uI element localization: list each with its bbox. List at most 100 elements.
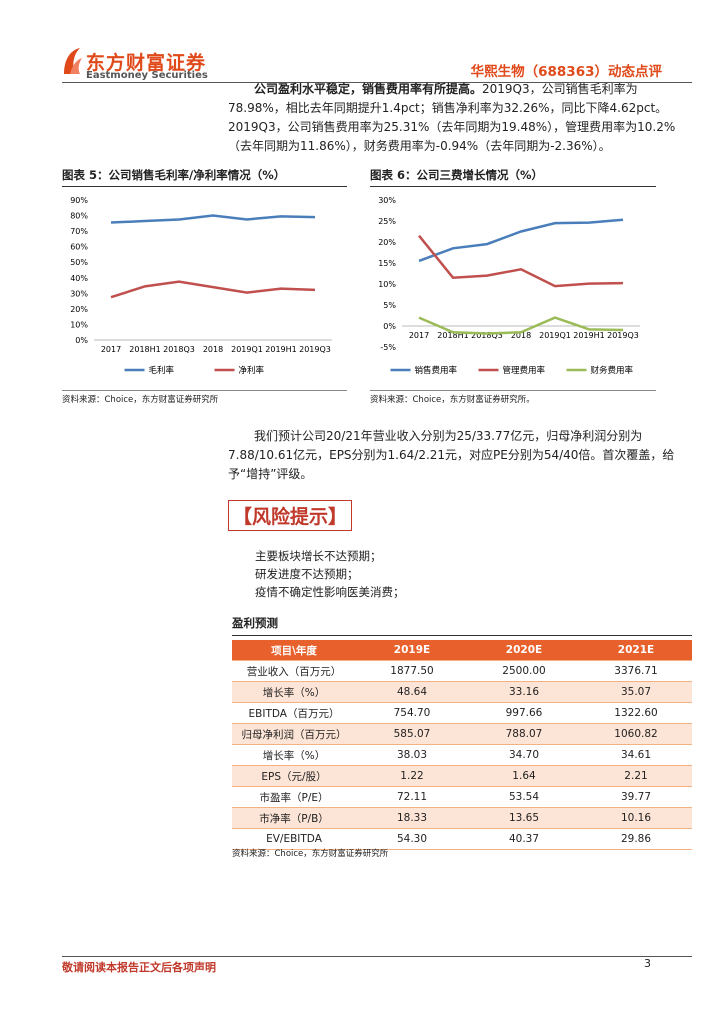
cell: EPS（元/股） bbox=[232, 765, 356, 787]
cell: 1060.82 bbox=[580, 723, 692, 745]
report-title: 华熙生物（688363）动态点评 bbox=[470, 64, 662, 80]
cell: 1877.50 bbox=[356, 660, 468, 682]
footer-rule bbox=[62, 956, 692, 957]
table-title: 盈利预测 bbox=[232, 615, 692, 636]
y-tick-label: 60% bbox=[70, 243, 88, 252]
table: 项目\年度 2019E 2020E 2021E 营业收入（百万元） 1877.50 2500… bbox=[232, 640, 692, 850]
cell: 市净率（P/B） bbox=[232, 807, 356, 829]
legend-label: 管理费用率 bbox=[503, 365, 546, 376]
y-tick-label: 25% bbox=[378, 217, 396, 226]
cell: 2500.00 bbox=[468, 660, 580, 682]
source: 资料来源：Choice，东方财富证券研究所 bbox=[62, 390, 347, 405]
paragraph: 我们预计公司20/21年营业收入分别为25/33.77亿元，归母净利润分别为7.… bbox=[228, 429, 675, 481]
line-series bbox=[110, 214, 316, 224]
y-tick-label: 80% bbox=[70, 212, 88, 221]
table-row: EV/EBITDA 54.30 40.37 29.86 bbox=[232, 828, 692, 850]
y-tick-label: 0% bbox=[383, 322, 396, 331]
brand-en: Eastmoney Securities bbox=[86, 70, 208, 81]
header-cell: 2021E bbox=[580, 640, 692, 661]
header-row: 项目\年度 2019E 2020E 2021E bbox=[232, 640, 692, 661]
cell: 35.07 bbox=[580, 681, 692, 703]
y-tick-label: 70% bbox=[70, 227, 88, 236]
cell: 2.21 bbox=[580, 765, 692, 787]
legend-label: 财务费用率 bbox=[591, 365, 634, 376]
cell: 增长率（%） bbox=[232, 744, 356, 766]
y-tick-label: 10% bbox=[70, 320, 88, 329]
y-tick-label: 20% bbox=[70, 305, 88, 314]
header-cell: 项目\年度 bbox=[232, 640, 356, 661]
y-tick-label: 0% bbox=[75, 336, 88, 345]
table-row: 营业收入（百万元） 1877.50 2500.00 3376.71 bbox=[232, 660, 692, 682]
x-tick-label: 2019H1 bbox=[573, 331, 604, 340]
chart-title: 图表 6：公司三费增长情况（%） bbox=[370, 167, 656, 187]
table-row: 归母净利润（百万元） 585.07 788.07 1060.82 bbox=[232, 723, 692, 745]
cell: 48.64 bbox=[356, 681, 468, 703]
cell: 33.16 bbox=[468, 681, 580, 703]
y-tick-label: 40% bbox=[70, 274, 88, 283]
cell: EV/EBITDA bbox=[232, 828, 356, 850]
line-series bbox=[418, 316, 624, 335]
x-tick-label: 2018 bbox=[511, 331, 531, 340]
cell: 市盈率（P/E） bbox=[232, 786, 356, 808]
logo-icon bbox=[64, 48, 82, 74]
table-row: 增长率（%） 48.64 33.16 35.07 bbox=[232, 681, 692, 703]
risk-title: 【风险提示】 bbox=[228, 500, 353, 531]
table-row: 市净率（P/B） 18.33 13.65 10.16 bbox=[232, 807, 692, 829]
cell: 40.37 bbox=[468, 828, 580, 850]
y-tick-label: -5% bbox=[380, 343, 396, 352]
risk-list: 主要板块增长不达预期； 研发进度不达预期； 疫情不确定性影响医美消费； bbox=[255, 547, 405, 601]
cell: 54.30 bbox=[356, 828, 468, 850]
source: 资料来源：Choice，东方财富证券研究所。 bbox=[370, 390, 656, 405]
cell: 18.33 bbox=[356, 807, 468, 829]
cell: 13.65 bbox=[468, 807, 580, 829]
cell: 增长率（%） bbox=[232, 681, 356, 703]
cell: 29.86 bbox=[580, 828, 692, 850]
page-number: 3 bbox=[644, 957, 651, 970]
x-tick-label: 2019Q1 bbox=[539, 331, 571, 340]
line-series bbox=[418, 234, 624, 288]
risk-item: 主要板块增长不达预期； bbox=[255, 549, 382, 563]
x-tick-label: 2019Q1 bbox=[231, 345, 263, 354]
cell: 1.64 bbox=[468, 765, 580, 787]
text: 2019Q3，公司销售毛利率为78.98%，相比去年同期提升1.4pct；销售净… bbox=[228, 82, 676, 153]
cell: 53.54 bbox=[468, 786, 580, 808]
cell: 营业收入（百万元） bbox=[232, 660, 356, 682]
x-tick-label: 2019Q3 bbox=[607, 331, 639, 340]
table-row: 增长率（%） 38.03 34.70 34.61 bbox=[232, 744, 692, 766]
x-tick-label: 2019Q3 bbox=[299, 345, 331, 354]
x-tick-label: 2017 bbox=[409, 331, 429, 340]
cell: 72.11 bbox=[356, 786, 468, 808]
source: 资料来源：Choice，东方财富证券研究所 bbox=[232, 849, 389, 859]
table-row: EPS（元/股） 1.22 1.64 2.21 bbox=[232, 765, 692, 787]
y-tick-label: 5% bbox=[383, 301, 396, 310]
x-tick-label: 2018H1 bbox=[437, 331, 468, 340]
paragraph: 公司盈利水平稳定，销售费用率有所提高。2019Q3，公司销售毛利率为78.98%… bbox=[228, 80, 692, 156]
risk-item: 疫情不确定性影响医美消费； bbox=[255, 585, 405, 599]
legend-label: 毛利率 bbox=[149, 365, 175, 376]
line-series bbox=[418, 218, 624, 263]
table-row: EBITDA（百万元） 754.70 997.66 1322.60 bbox=[232, 702, 692, 724]
line-series bbox=[110, 280, 316, 299]
lead: 公司盈利水平稳定，销售费用率有所提高。 bbox=[254, 82, 483, 96]
cell: 10.16 bbox=[580, 807, 692, 829]
legend-label: 销售费用率 bbox=[415, 365, 458, 376]
chart-title: 图表 5：公司销售毛利率/净利率情况（%） bbox=[62, 167, 347, 187]
x-tick-label: 2018H1 bbox=[129, 345, 160, 354]
cell: 1.22 bbox=[356, 765, 468, 787]
y-tick-label: 20% bbox=[378, 238, 396, 247]
chart: -5% 0% 5% 10% 15% 20% 25% 30% 2017 2018H1 2018Q3 20… bbox=[378, 196, 640, 376]
x-tick-label: 2019H1 bbox=[265, 345, 296, 354]
cell: 788.07 bbox=[468, 723, 580, 745]
risk-item: 研发进度不达预期； bbox=[255, 567, 359, 581]
cell: 34.70 bbox=[468, 744, 580, 766]
table-row: 市盈率（P/E） 72.11 53.54 39.77 bbox=[232, 786, 692, 808]
y-tick-label: 10% bbox=[378, 280, 396, 289]
header-cell: 2019E bbox=[356, 640, 468, 661]
x-tick-label: 2017 bbox=[101, 345, 121, 354]
x-tick-label: 2018Q3 bbox=[163, 345, 195, 354]
y-tick-label: 90% bbox=[70, 196, 88, 205]
header-rule bbox=[62, 82, 692, 83]
cell: EBITDA（百万元） bbox=[232, 702, 356, 724]
chart: 0%10%20%30%40%50%60%70%80%90%2017 2018H1 2… bbox=[70, 196, 332, 376]
